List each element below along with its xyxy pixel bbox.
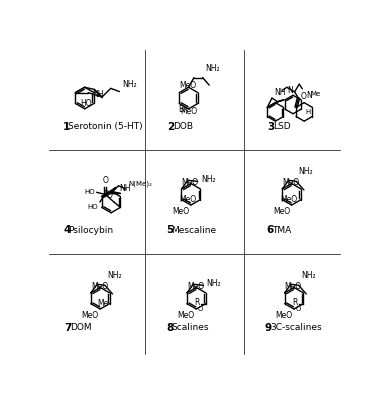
Text: 3: 3 bbox=[268, 122, 275, 132]
Text: MeO: MeO bbox=[172, 207, 189, 216]
Text: MeO: MeO bbox=[275, 311, 292, 320]
Text: NH: NH bbox=[274, 88, 286, 96]
Text: MeO: MeO bbox=[179, 81, 196, 90]
Text: 8: 8 bbox=[166, 322, 173, 332]
Text: O: O bbox=[102, 176, 108, 184]
Text: NH₂: NH₂ bbox=[122, 80, 137, 88]
Text: 4: 4 bbox=[63, 226, 70, 236]
Text: MeO: MeO bbox=[82, 311, 99, 320]
Text: MeO: MeO bbox=[179, 195, 196, 204]
Text: DOB: DOB bbox=[173, 122, 193, 131]
Text: LSD: LSD bbox=[273, 122, 291, 131]
Text: R: R bbox=[292, 298, 297, 307]
Text: DOM: DOM bbox=[70, 323, 92, 332]
Text: HO: HO bbox=[80, 99, 92, 108]
Text: MeO: MeO bbox=[181, 106, 198, 116]
Text: HO: HO bbox=[84, 189, 95, 195]
Text: 9: 9 bbox=[264, 322, 272, 332]
Text: MeO: MeO bbox=[285, 282, 302, 290]
Text: H: H bbox=[306, 109, 311, 115]
Text: O: O bbox=[106, 191, 112, 200]
Text: NH₂: NH₂ bbox=[205, 64, 220, 73]
Text: NH₂: NH₂ bbox=[299, 167, 313, 176]
Text: Serotonin (5-HT): Serotonin (5-HT) bbox=[68, 122, 143, 131]
Text: MeO: MeO bbox=[280, 195, 297, 204]
Text: Me: Me bbox=[97, 299, 108, 308]
Text: R: R bbox=[194, 298, 200, 307]
Text: Mescaline: Mescaline bbox=[171, 226, 217, 235]
Text: 2: 2 bbox=[168, 122, 175, 132]
Text: 7: 7 bbox=[65, 322, 72, 332]
Text: MeO: MeO bbox=[91, 282, 108, 290]
Text: NH₂: NH₂ bbox=[107, 271, 122, 280]
Text: NH: NH bbox=[119, 184, 130, 194]
Text: Psilocybin: Psilocybin bbox=[68, 226, 114, 235]
Text: MeO: MeO bbox=[187, 282, 204, 290]
Text: N(Me)₂: N(Me)₂ bbox=[128, 180, 152, 187]
Text: NH₂: NH₂ bbox=[301, 271, 316, 280]
Text: NH₂: NH₂ bbox=[201, 174, 215, 184]
Text: NH₂: NH₂ bbox=[206, 278, 221, 288]
Text: N: N bbox=[307, 91, 312, 100]
Text: 6: 6 bbox=[267, 226, 274, 236]
Text: 1: 1 bbox=[63, 122, 70, 132]
Text: TMA: TMA bbox=[272, 226, 291, 235]
Text: MeO: MeO bbox=[273, 207, 290, 216]
Text: MeO: MeO bbox=[282, 178, 299, 186]
Text: 3C-scalines: 3C-scalines bbox=[270, 323, 321, 332]
Text: MeO: MeO bbox=[177, 311, 195, 320]
Text: Br: Br bbox=[178, 105, 186, 114]
Text: Scalines: Scalines bbox=[171, 323, 209, 332]
Text: NH: NH bbox=[92, 90, 104, 99]
Text: MeO: MeO bbox=[182, 178, 199, 186]
Text: Me: Me bbox=[310, 90, 321, 96]
Text: O: O bbox=[296, 306, 301, 312]
Text: P: P bbox=[103, 190, 108, 199]
Text: N: N bbox=[287, 86, 293, 95]
Text: HO: HO bbox=[88, 204, 98, 210]
Text: 5: 5 bbox=[166, 226, 173, 236]
Text: O: O bbox=[301, 92, 307, 101]
Text: O: O bbox=[198, 306, 203, 312]
